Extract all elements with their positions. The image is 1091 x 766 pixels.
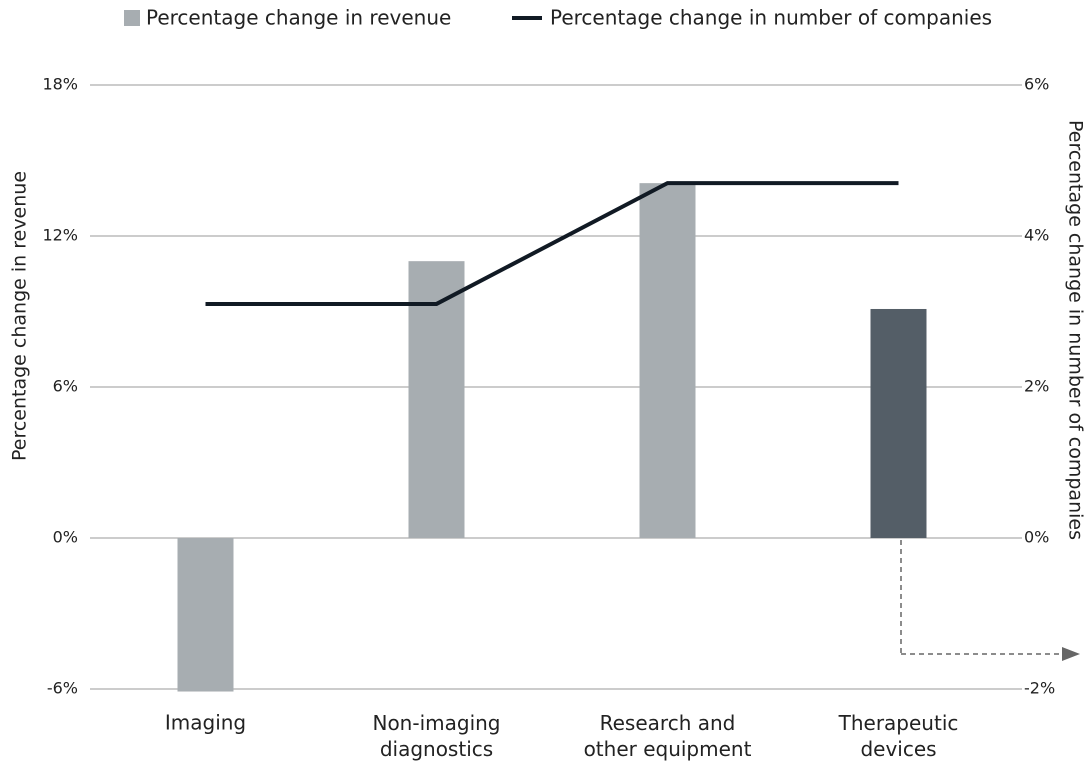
y-axis-title: Percentage change in revenue [9,171,31,461]
y2-tick-label: -2% [1024,679,1055,698]
y-tick-label: -6% [47,679,78,698]
annotation-arrow-head [1062,647,1080,661]
legend-label: Percentage change in number of companies [550,6,992,30]
label-line: other equipment [584,737,752,761]
bar [870,308,927,538]
y2-tick-label: 2% [1024,377,1049,396]
bar [639,183,696,538]
x-tick-label: Research and other equipment [584,711,752,761]
label-line: Non-imaging [372,711,500,735]
bar [177,538,234,692]
y2-tick-label: 6% [1024,75,1049,94]
bar [408,261,465,538]
y2-tick-label: 4% [1024,226,1049,245]
y-tick-label: 6% [53,377,78,396]
label-line: Research and [600,711,736,735]
label-line: Therapeutic [838,711,959,735]
y2-tick-label: 0% [1024,528,1049,547]
legend-swatch [124,10,140,26]
legend-label: Percentage change in revenue [146,6,451,30]
y2-axis-title: Percentage change in number of companies [1065,120,1087,540]
y-tick-label: 18% [42,75,78,94]
x-tick-label: Non-imaging diagnostics [372,711,500,761]
x-tick-label: Imaging [165,711,246,735]
label-line: devices [860,737,936,761]
y-tick-label: 12% [42,226,78,245]
y-tick-label: 0% [53,528,78,547]
label-line: diagnostics [380,737,493,761]
line [205,181,899,306]
x-tick-label: Therapeutic devices [838,711,959,761]
